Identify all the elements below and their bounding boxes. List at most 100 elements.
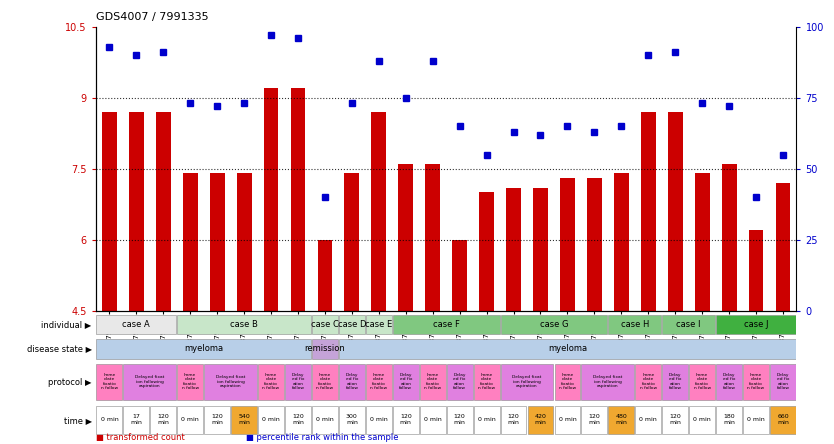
Bar bbox=[312, 406, 338, 434]
Bar bbox=[500, 406, 526, 434]
Text: 0 min: 0 min bbox=[478, 417, 495, 422]
Bar bbox=[447, 406, 473, 434]
Bar bbox=[716, 406, 742, 434]
Bar bbox=[97, 339, 311, 359]
Bar bbox=[636, 406, 661, 434]
Text: Imme
diate
fixatio
n follow: Imme diate fixatio n follow bbox=[370, 373, 387, 390]
Bar bbox=[285, 406, 311, 434]
Text: 120
min: 120 min bbox=[454, 414, 465, 425]
Bar bbox=[749, 230, 763, 311]
Bar bbox=[500, 315, 607, 334]
Text: myeloma: myeloma bbox=[548, 344, 587, 353]
Bar bbox=[770, 406, 796, 434]
Bar bbox=[312, 315, 338, 334]
Bar bbox=[528, 406, 554, 434]
Text: 0 min: 0 min bbox=[559, 417, 576, 422]
Text: Imme
diate
fixatio
n follow: Imme diate fixatio n follow bbox=[747, 373, 765, 390]
Text: disease state ▶: disease state ▶ bbox=[27, 345, 92, 353]
Text: 0 min: 0 min bbox=[262, 417, 280, 422]
Bar bbox=[399, 164, 413, 311]
Text: 17
min: 17 min bbox=[130, 414, 143, 425]
Text: 120
min: 120 min bbox=[589, 414, 600, 425]
Bar bbox=[339, 406, 364, 434]
Text: Delayed fixat
ion following
aspiration: Delayed fixat ion following aspiration bbox=[216, 375, 245, 388]
Text: Delay
ed fix
ation
follow: Delay ed fix ation follow bbox=[292, 373, 304, 390]
Text: Imme
diate
fixatio
n follow: Imme diate fixatio n follow bbox=[182, 373, 198, 390]
Bar bbox=[183, 174, 198, 311]
Text: 660
min: 660 min bbox=[777, 414, 789, 425]
Bar bbox=[447, 365, 473, 400]
Bar bbox=[770, 365, 796, 400]
Bar bbox=[258, 406, 284, 434]
Bar bbox=[420, 406, 445, 434]
Text: Delayed fixat
ion following
aspiration: Delayed fixat ion following aspiration bbox=[512, 375, 542, 388]
Text: Imme
diate
fixatio
n follow: Imme diate fixatio n follow bbox=[640, 373, 657, 390]
Bar bbox=[608, 315, 661, 334]
Text: case J: case J bbox=[744, 320, 768, 329]
Bar bbox=[555, 365, 580, 400]
Bar bbox=[123, 406, 149, 434]
Bar bbox=[97, 365, 123, 400]
Bar bbox=[178, 365, 203, 400]
Text: case E: case E bbox=[365, 320, 393, 329]
Bar bbox=[366, 365, 392, 400]
Text: 120
min: 120 min bbox=[508, 414, 520, 425]
Bar bbox=[97, 406, 123, 434]
Bar bbox=[555, 406, 580, 434]
Bar bbox=[150, 406, 176, 434]
Bar bbox=[641, 112, 656, 311]
Bar bbox=[500, 365, 554, 400]
Bar bbox=[393, 315, 500, 334]
Bar bbox=[533, 188, 548, 311]
Text: 0 min: 0 min bbox=[693, 417, 711, 422]
Text: 420
min: 420 min bbox=[535, 414, 546, 425]
Text: case H: case H bbox=[620, 320, 649, 329]
Text: Imme
diate
fixatio
n follow: Imme diate fixatio n follow bbox=[425, 373, 441, 390]
Bar bbox=[506, 188, 521, 311]
Text: 0 min: 0 min bbox=[316, 417, 334, 422]
Bar bbox=[776, 183, 791, 311]
Bar bbox=[366, 406, 392, 434]
Text: 120
min: 120 min bbox=[399, 414, 412, 425]
Bar bbox=[452, 240, 467, 311]
Bar bbox=[312, 365, 338, 400]
Text: case F: case F bbox=[433, 320, 460, 329]
Text: Delay
ed fix
ation
follow: Delay ed fix ation follow bbox=[722, 373, 736, 390]
Text: ■ transformed count: ■ transformed count bbox=[96, 433, 184, 442]
Bar bbox=[689, 365, 715, 400]
Text: 0 min: 0 min bbox=[101, 417, 118, 422]
Bar bbox=[339, 315, 364, 334]
Text: Delayed fixat
ion following
aspiration: Delayed fixat ion following aspiration bbox=[593, 375, 622, 388]
Text: 0 min: 0 min bbox=[747, 417, 765, 422]
Bar bbox=[743, 406, 769, 434]
Text: Imme
diate
fixatio
n follow: Imme diate fixatio n follow bbox=[478, 373, 495, 390]
Bar bbox=[716, 315, 796, 334]
Text: time ▶: time ▶ bbox=[63, 416, 92, 424]
Text: Delay
ed fix
ation
follow: Delay ed fix ation follow bbox=[776, 373, 790, 390]
Bar bbox=[393, 406, 419, 434]
Text: ■ percentile rank within the sample: ■ percentile rank within the sample bbox=[246, 433, 399, 442]
Text: Delay
ed fix
ation
follow: Delay ed fix ation follow bbox=[345, 373, 359, 390]
Bar bbox=[716, 365, 742, 400]
Bar bbox=[312, 339, 338, 359]
Bar bbox=[366, 315, 392, 334]
Bar bbox=[608, 406, 635, 434]
Text: 0 min: 0 min bbox=[370, 417, 388, 422]
Bar bbox=[743, 365, 769, 400]
Bar bbox=[668, 112, 683, 311]
Bar bbox=[581, 406, 607, 434]
Bar bbox=[204, 406, 230, 434]
Text: Imme
diate
fixatio
n follow: Imme diate fixatio n follow bbox=[263, 373, 279, 390]
Bar bbox=[264, 88, 279, 311]
Text: 540
min: 540 min bbox=[239, 414, 250, 425]
Text: Delay
ed fix
ation
follow: Delay ed fix ation follow bbox=[669, 373, 681, 390]
Bar bbox=[258, 365, 284, 400]
Bar bbox=[662, 315, 715, 334]
Text: 120
min: 120 min bbox=[669, 414, 681, 425]
Bar bbox=[371, 112, 386, 311]
Bar bbox=[393, 365, 419, 400]
Text: 0 min: 0 min bbox=[640, 417, 657, 422]
Text: Delayed fixat
ion following
aspiration: Delayed fixat ion following aspiration bbox=[135, 375, 164, 388]
Bar bbox=[425, 164, 440, 311]
Text: Delay
ed fix
ation
follow: Delay ed fix ation follow bbox=[453, 373, 466, 390]
